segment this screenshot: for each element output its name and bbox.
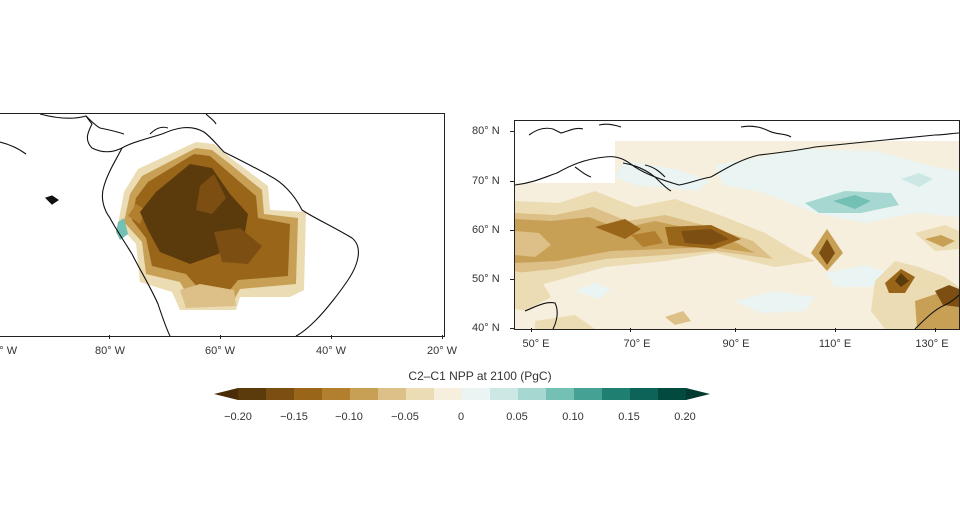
y-tick-label: 70° N	[472, 175, 500, 187]
colorbar	[214, 388, 710, 400]
colorbar-bin	[238, 388, 267, 400]
x-tick-label: 90° E	[722, 338, 750, 350]
y-tickmark	[510, 328, 514, 329]
x-tick-label: 80° W	[94, 345, 126, 357]
colorbar-over-arrow	[686, 388, 710, 400]
y-tick-label: 50° N	[472, 273, 500, 285]
colorbar-bin	[658, 388, 687, 400]
colorbar-bin	[602, 388, 631, 400]
colorbar-bin	[518, 388, 547, 400]
colorbar-tick-label: 0.20	[674, 411, 696, 423]
colorbar-tick-label: 0.05	[506, 411, 528, 423]
colorbar-tick-label: 0.15	[618, 411, 640, 423]
colorbar-bin	[322, 388, 351, 400]
y-tick-label: 60° N	[472, 224, 500, 236]
x-tickmark	[442, 335, 443, 339]
y-tick-label: 40° N	[472, 322, 500, 334]
northern-eurasia-map	[514, 120, 960, 330]
x-tickmark	[220, 335, 221, 339]
eurasia-coastline	[515, 123, 959, 329]
colorbar-bin	[546, 388, 575, 400]
colorbar-bin	[490, 388, 519, 400]
colorbar-tick-label: −0.10	[335, 411, 363, 423]
northern-eurasia-map-canvas	[515, 123, 959, 329]
y-tickmark	[510, 131, 514, 132]
x-tickmark	[531, 328, 532, 332]
colorbar-tick-label: −0.15	[280, 411, 308, 423]
x-tick-label: 50° E	[522, 338, 550, 350]
south-america-coastline	[0, 114, 359, 336]
x-tickmark	[630, 328, 631, 332]
y-tickmark	[510, 279, 514, 280]
colorbar-bin	[630, 388, 659, 400]
colorbar-bin	[266, 388, 295, 400]
x-tick-label: 40° W	[315, 345, 347, 357]
x-tickmark	[109, 335, 110, 339]
colorbar-bin	[406, 388, 435, 400]
colorbar-tick-label: −0.05	[391, 411, 419, 423]
colorbar-bin	[574, 388, 603, 400]
npp-anomaly-field-eurasia	[515, 141, 959, 329]
x-tick-label: 130° E	[915, 338, 949, 350]
colorbar-under-arrow	[214, 388, 238, 400]
x-tick-label: 60° W	[204, 345, 236, 357]
south-america-map-canvas	[0, 114, 359, 336]
x-tickmark	[835, 328, 836, 332]
npp-anomaly-field-south-america	[116, 142, 306, 310]
y-tick-label: 80° N	[472, 125, 500, 137]
colorbar-title: C2–C1 NPP at 2100 (PgC)	[408, 369, 552, 383]
colorbar-bin	[434, 388, 463, 400]
x-tick-label: 70° E	[623, 338, 651, 350]
south-america-map	[0, 113, 445, 337]
colorbar-bin	[462, 388, 491, 400]
colorbar-bin	[378, 388, 407, 400]
x-tickmark	[735, 328, 736, 332]
x-tick-label: 100° W	[0, 345, 18, 357]
colorbar-bin	[294, 388, 323, 400]
x-tickmark	[935, 328, 936, 332]
colorbar-bin	[350, 388, 379, 400]
y-tickmark	[510, 181, 514, 182]
x-tick-label: 20° W	[426, 345, 458, 357]
x-tickmark	[331, 335, 332, 339]
colorbar-tick-label: 0.10	[562, 411, 584, 423]
colorbar-tick-label: −0.20	[224, 411, 252, 423]
x-tick-label: 110° E	[818, 338, 852, 350]
y-tickmark	[510, 230, 514, 231]
colorbar-tick-label: 0	[457, 411, 465, 423]
colorbar-cells	[214, 388, 710, 400]
